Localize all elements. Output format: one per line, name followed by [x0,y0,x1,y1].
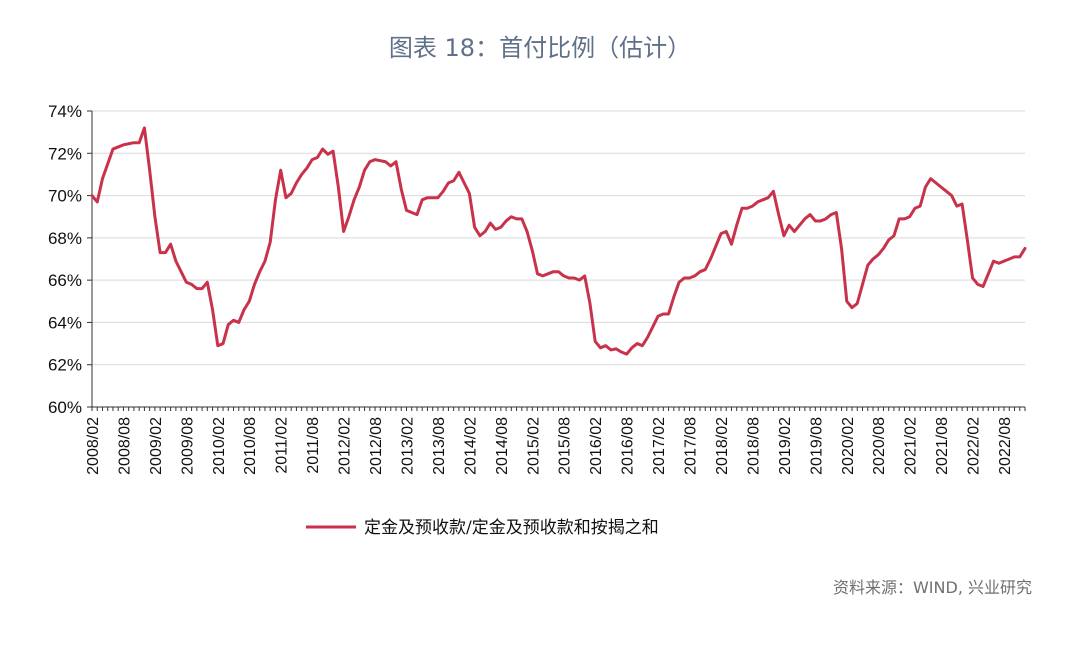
x-tick-label: 2018/02 [714,417,731,475]
series-layer [90,126,1027,356]
x-tick-label: 2013/08 [431,417,448,475]
x-tick-label: 2018/08 [745,417,762,475]
source-note: 资料来源：WIND, 兴业研究 [832,578,1032,597]
x-tick-label: 2010/08 [242,417,259,475]
x-tick-label: 2017/02 [651,417,668,475]
x-tick-label: 2019/08 [808,417,825,475]
x-tick-label: 2019/02 [777,417,794,475]
x-tick-label: 2009/02 [148,417,165,475]
x-tick-label: 2022/02 [966,417,983,475]
x-tick-label: 2014/02 [462,417,479,475]
x-tick-label: 2011/02 [274,417,291,474]
y-tick-label: 60% [48,398,82,417]
x-tick-label: 2009/08 [179,417,196,475]
x-tick-label: 2020/08 [871,417,888,475]
y-tick-label: 74% [48,102,82,121]
x-tick-label: 2016/02 [588,417,605,475]
x-tick-label: 2008/08 [116,417,133,475]
series-line [90,126,1027,356]
x-tick-label: 2010/02 [211,417,228,475]
y-tick-label: 66% [48,271,82,290]
y-tick-label: 70% [48,187,82,206]
y-tick-label: 62% [48,356,82,375]
x-tick-label: 2021/02 [903,417,920,475]
legend-label: 定金及预收款/定金及预收款和按揭之和 [364,518,659,538]
x-tick-label: 2012/08 [368,417,385,475]
x-tick-label: 2020/02 [840,417,857,475]
y-tick-label: 72% [48,144,82,163]
chart-title: 图表 18：首付比例（估计） [388,34,692,62]
x-tick-label: 2022/08 [997,417,1014,475]
x-tick-label: 2015/02 [525,417,542,475]
x-tick-label: 2008/02 [85,417,102,475]
legend: 定金及预收款/定金及预收款和按揭之和 [306,518,659,538]
x-tick-label: 2015/08 [557,417,574,475]
x-tick-label: 2012/02 [337,417,354,475]
x-tick-label: 2017/08 [683,417,700,475]
y-tick-label: 64% [48,313,82,332]
x-tick-label: 2021/08 [934,417,951,475]
grid-lines [92,110,1025,366]
x-axis: 2008/02 2008/08 2009/02 2009/08 2010/02 2010/… [85,406,1026,475]
x-tick-label: 2011/08 [305,417,322,474]
y-tick-label: 68% [48,229,82,248]
y-axis: 60% 62% 64% 66% 68% 70% 72% 74% [48,102,93,417]
x-tick-label: 2014/08 [494,417,511,475]
x-tick-label: 2013/02 [399,417,416,475]
x-tick-label: 2016/08 [620,417,637,475]
